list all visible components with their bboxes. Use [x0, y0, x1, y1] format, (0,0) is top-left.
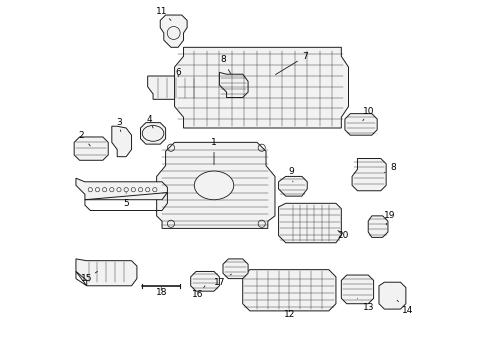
Polygon shape: [174, 47, 348, 128]
Text: 7: 7: [275, 52, 308, 75]
Polygon shape: [190, 271, 219, 291]
Text: 5: 5: [123, 193, 129, 208]
Polygon shape: [140, 123, 165, 144]
Polygon shape: [76, 259, 137, 286]
Polygon shape: [278, 203, 341, 243]
Text: 4: 4: [146, 114, 153, 128]
Polygon shape: [160, 15, 187, 47]
Polygon shape: [242, 270, 335, 311]
Text: 18: 18: [155, 288, 167, 297]
Text: 19: 19: [383, 211, 395, 225]
Text: 15: 15: [81, 271, 97, 283]
Text: 8: 8: [384, 163, 395, 173]
Text: 1: 1: [211, 138, 217, 165]
Ellipse shape: [142, 126, 163, 141]
Text: 8: 8: [220, 55, 230, 73]
Polygon shape: [156, 142, 274, 228]
Text: 2: 2: [79, 131, 90, 146]
Text: 11: 11: [156, 7, 171, 21]
Polygon shape: [112, 126, 131, 157]
Polygon shape: [341, 275, 373, 304]
Polygon shape: [367, 216, 387, 237]
Text: 6: 6: [175, 68, 181, 77]
Polygon shape: [76, 178, 167, 200]
Polygon shape: [223, 259, 247, 279]
Polygon shape: [219, 72, 247, 98]
Polygon shape: [278, 176, 306, 196]
Ellipse shape: [194, 171, 233, 200]
Text: 9: 9: [287, 167, 293, 182]
Text: 13: 13: [357, 298, 373, 312]
Text: 12: 12: [283, 310, 294, 319]
Polygon shape: [344, 114, 376, 135]
Polygon shape: [74, 137, 108, 160]
Text: 16: 16: [192, 286, 204, 299]
Polygon shape: [351, 158, 386, 191]
Polygon shape: [378, 282, 405, 309]
Text: 17: 17: [213, 274, 231, 287]
Polygon shape: [147, 76, 208, 99]
Text: 10: 10: [362, 107, 373, 121]
Text: 20: 20: [337, 230, 348, 240]
Text: 14: 14: [396, 300, 412, 315]
Text: 3: 3: [116, 118, 122, 132]
